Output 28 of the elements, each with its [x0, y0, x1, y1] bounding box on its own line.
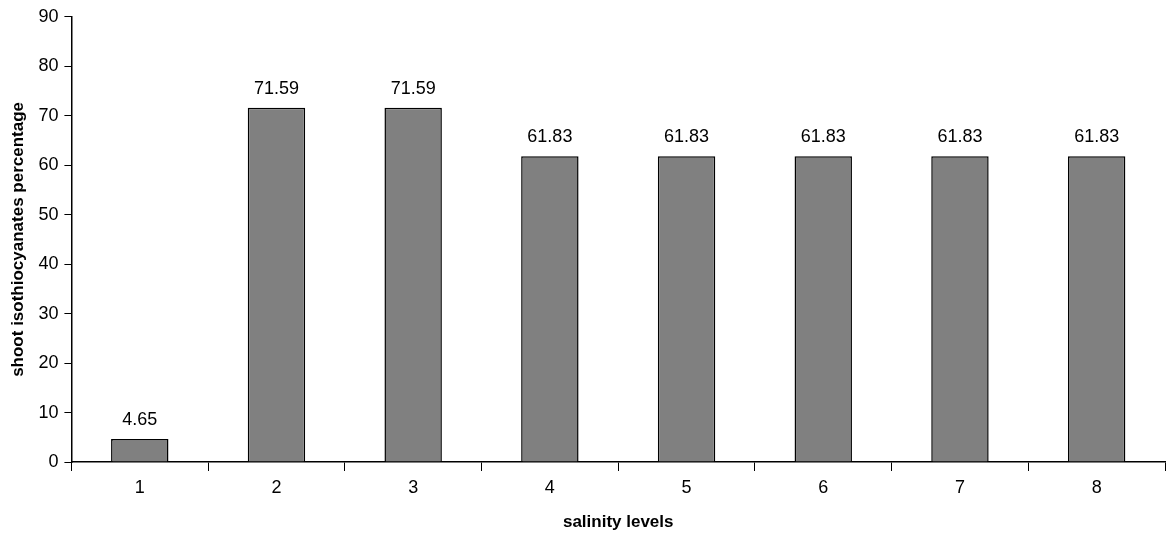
data-label: 61.83 [664, 126, 710, 147]
y-axis-title: shoot isothiocyanates percentage [7, 101, 27, 377]
x-tick-label: 6 [818, 476, 829, 497]
x-tick-label: 8 [1091, 476, 1102, 497]
data-label: 71.59 [390, 77, 436, 98]
data-label: 61.83 [800, 126, 846, 147]
y-tick-label: 0 [48, 450, 59, 471]
x-tick-label: 1 [134, 476, 145, 497]
y-tick-label: 40 [38, 253, 59, 274]
y-tick-label: 80 [38, 55, 59, 76]
y-tick-label: 70 [38, 104, 59, 125]
x-tick-label: 3 [408, 476, 419, 497]
y-tick-label: 50 [38, 203, 59, 224]
data-label: 61.83 [1074, 126, 1120, 147]
y-tick-label: 30 [38, 302, 59, 323]
data-label: 4.65 [122, 408, 158, 429]
data-label: 61.83 [527, 126, 573, 147]
y-tick-label: 10 [38, 401, 59, 422]
x-tick-label: 5 [681, 476, 692, 497]
y-tick-label: 20 [38, 352, 59, 373]
y-tick-label: 90 [38, 5, 59, 26]
x-tick-label: 2 [271, 476, 282, 497]
y-tick-label: 60 [38, 154, 59, 175]
data-label: 61.83 [937, 126, 983, 147]
x-tick-label: 4 [544, 476, 555, 497]
x-axis-title: salinity levels [562, 512, 674, 532]
data-label: 71.59 [253, 77, 299, 98]
x-tick-label: 7 [954, 476, 965, 497]
